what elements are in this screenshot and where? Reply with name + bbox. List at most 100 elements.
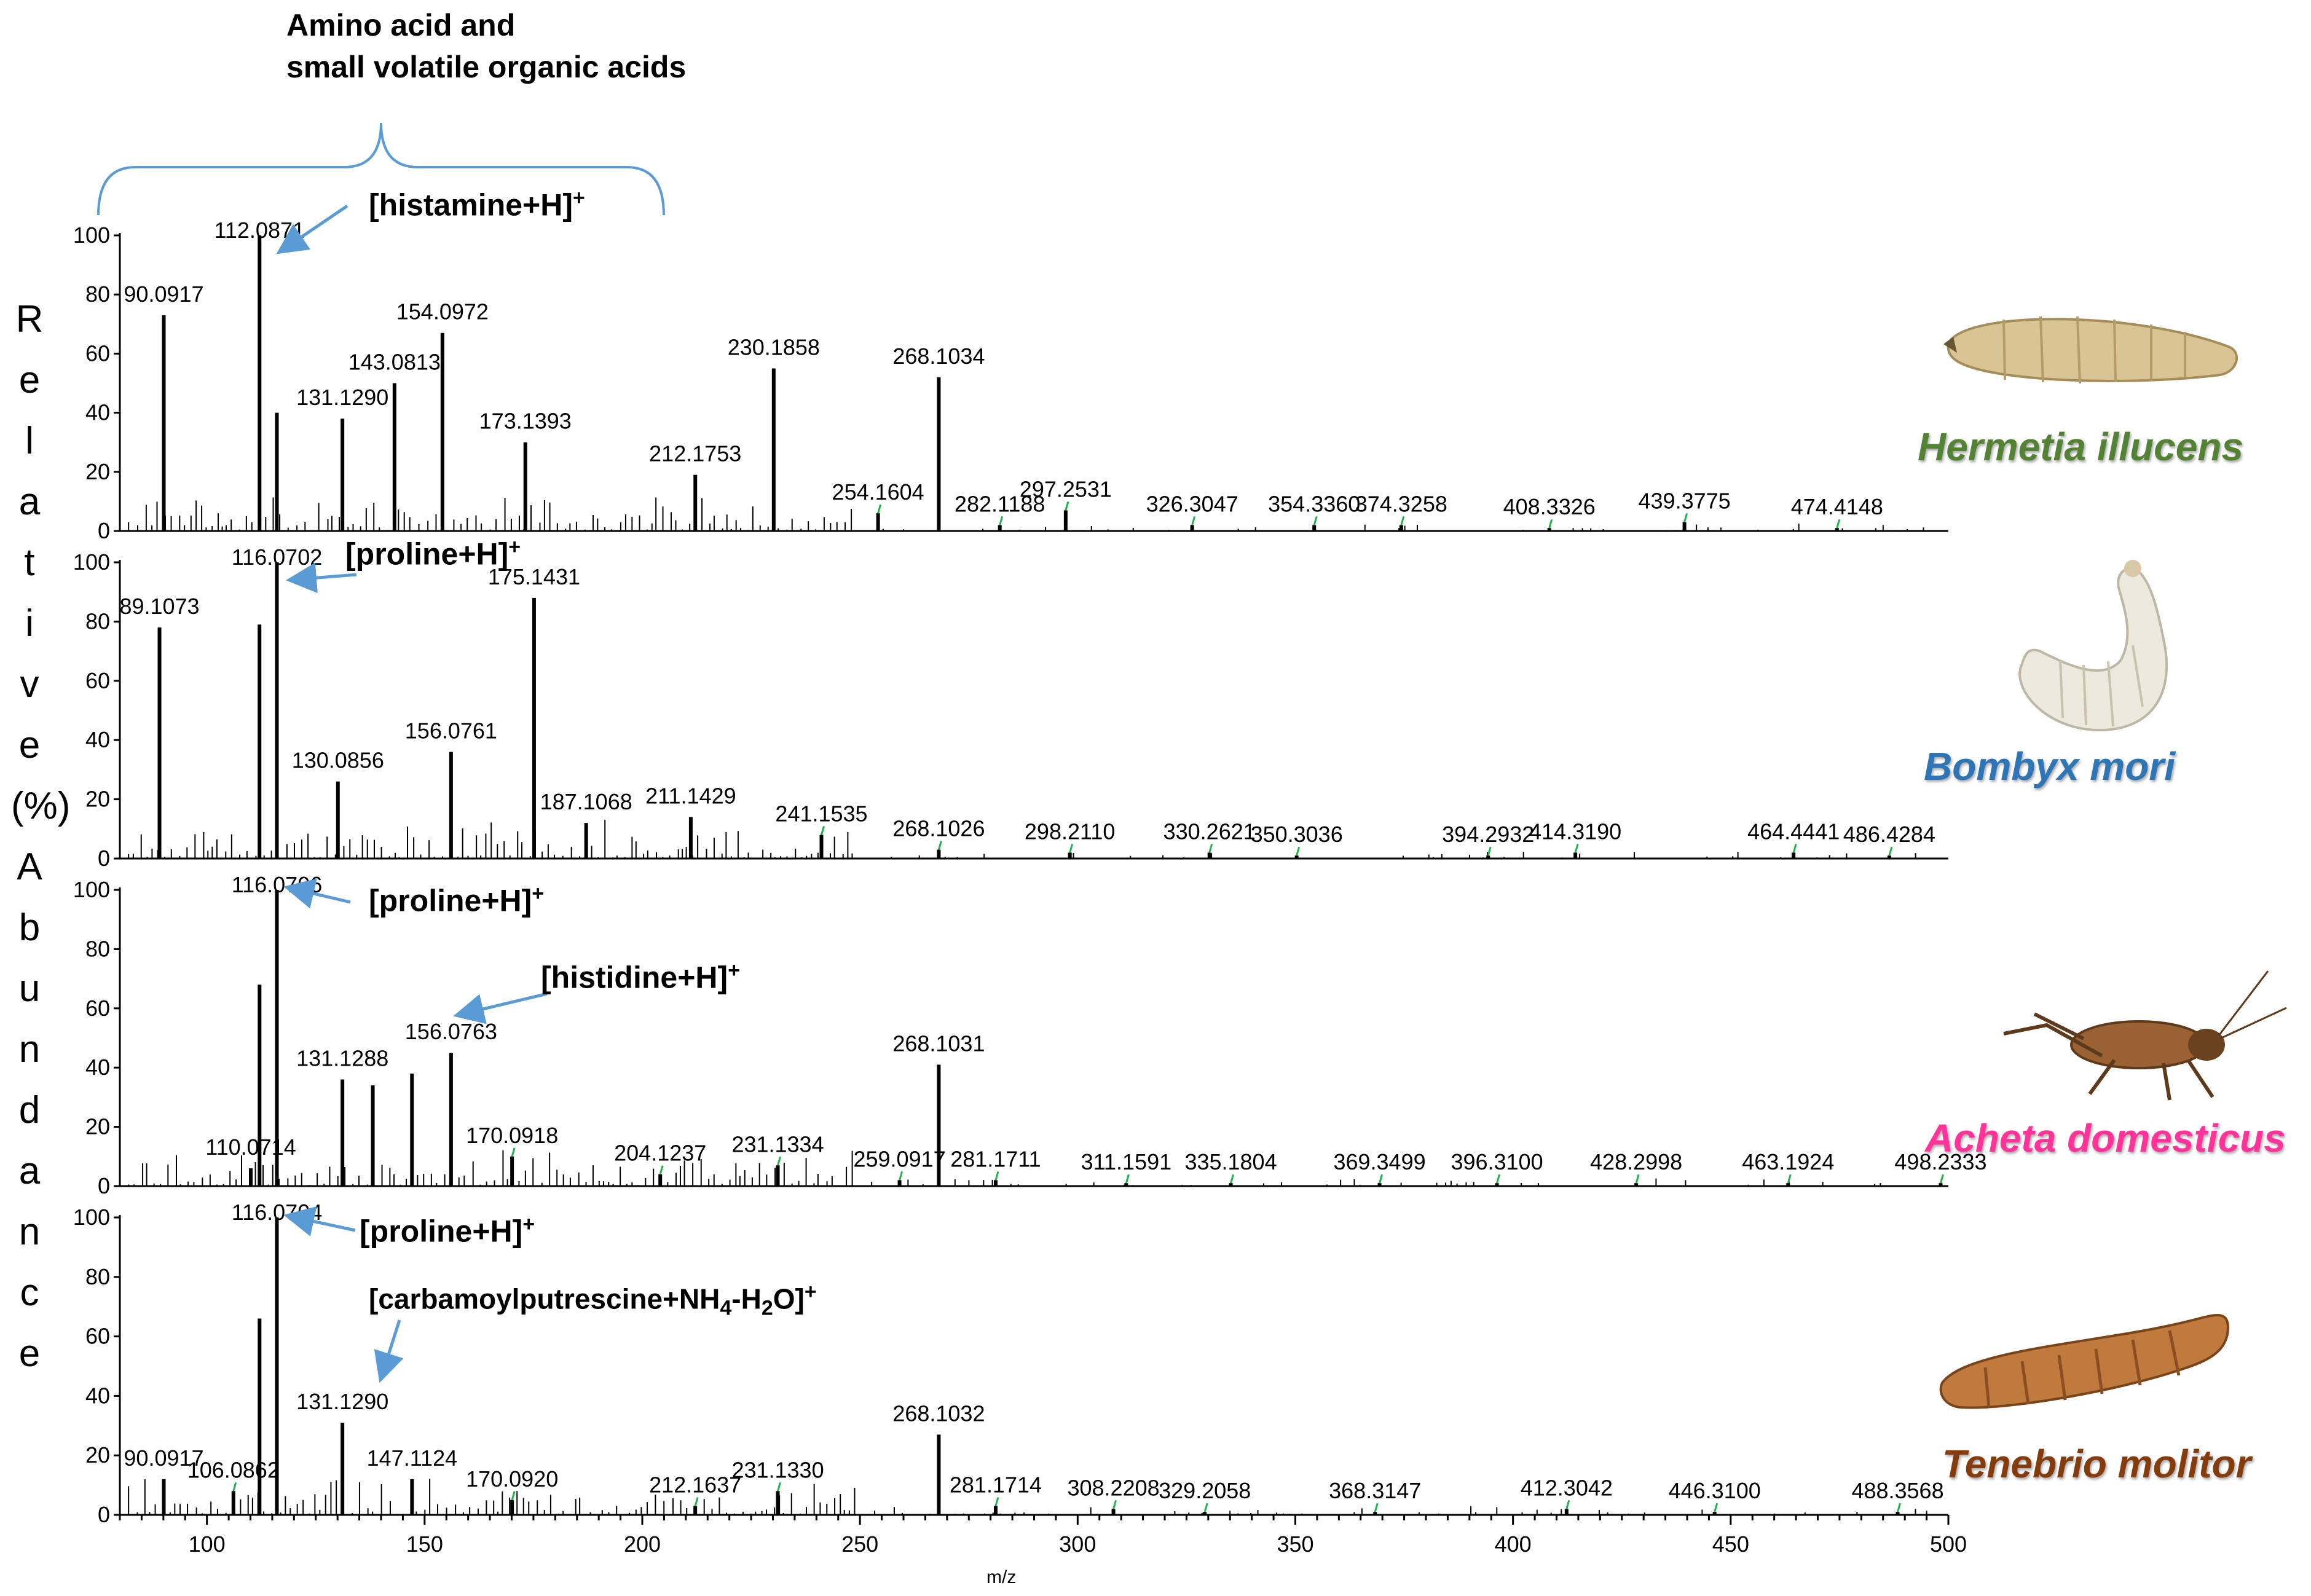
x-tick-label: 350 bbox=[1277, 1531, 1313, 1557]
x-tick-label: 200 bbox=[624, 1531, 661, 1557]
x-tick-label: 150 bbox=[406, 1531, 443, 1557]
ylab-char: n bbox=[18, 1211, 41, 1253]
y-tick-label: 20 bbox=[85, 459, 110, 484]
label-leader bbox=[511, 1147, 516, 1157]
peak-label: 464.4441 bbox=[1747, 819, 1840, 844]
label-leader bbox=[899, 1171, 904, 1181]
y-tick-label: 60 bbox=[85, 340, 110, 366]
peak-label: 281.1711 bbox=[950, 1146, 1041, 1171]
peak-label: 154.0972 bbox=[396, 299, 489, 324]
label-leader bbox=[659, 1165, 664, 1175]
label-leader bbox=[1683, 513, 1688, 522]
ylab-char: R bbox=[15, 298, 44, 340]
peak-label: 187.1068 bbox=[540, 789, 632, 814]
label-leader bbox=[1112, 1500, 1117, 1509]
label-leader bbox=[777, 1156, 781, 1166]
peak-label: 298.2110 bbox=[1025, 819, 1115, 844]
label-leader bbox=[994, 1171, 999, 1181]
y-tick-label: 0 bbox=[98, 846, 110, 871]
label-leader bbox=[1400, 516, 1405, 525]
y-tick-label: 0 bbox=[98, 1173, 110, 1198]
ylab-char: d bbox=[18, 1089, 41, 1131]
label-leader bbox=[1792, 843, 1797, 853]
label-leader bbox=[1496, 1174, 1500, 1184]
peak-label: 268.1032 bbox=[892, 1401, 985, 1426]
hermetia-larva-image bbox=[1943, 316, 2238, 384]
peak-label: 106.0862 bbox=[187, 1457, 280, 1482]
peak-label: 268.1026 bbox=[892, 816, 985, 841]
peak-label: 281.1714 bbox=[950, 1472, 1042, 1497]
label-leader bbox=[694, 1497, 699, 1506]
spectrum-panel-3: 02040608010090.0917106.0862116.0704131.1… bbox=[73, 1200, 1967, 1557]
label-leader bbox=[1065, 501, 1069, 511]
label-leader bbox=[1208, 843, 1213, 853]
ylab-char: a bbox=[18, 1150, 41, 1192]
histidine-annotation: [histidine+H]+ bbox=[541, 959, 741, 995]
label-leader bbox=[1565, 1500, 1570, 1509]
label-leader bbox=[1787, 1174, 1792, 1184]
ylab-char: n bbox=[18, 1028, 41, 1071]
peak-label: 131.1290 bbox=[296, 385, 388, 410]
peak-label: 231.1334 bbox=[731, 1131, 824, 1157]
y-tick-label: 40 bbox=[85, 1383, 110, 1408]
y-tick-label: 80 bbox=[85, 608, 110, 634]
x-tick-label: 500 bbox=[1930, 1531, 1967, 1557]
peak-label: 282.1188 bbox=[955, 491, 1045, 516]
peak-label: 173.1393 bbox=[479, 409, 572, 434]
peak-label: 474.4148 bbox=[1791, 494, 1883, 519]
ylab-char: i bbox=[25, 602, 34, 645]
peak-label: 335.1804 bbox=[1184, 1149, 1277, 1174]
label-leader bbox=[1374, 1503, 1379, 1512]
peak-label: 211.1429 bbox=[645, 784, 736, 809]
ylab-char: t bbox=[24, 541, 35, 584]
histamine-arrow bbox=[276, 204, 348, 254]
proline-annotation-1: [proline+H]+ bbox=[345, 535, 521, 572]
peak-label: 329.2058 bbox=[1159, 1478, 1251, 1503]
ylab-char: e bbox=[18, 724, 41, 766]
label-leader bbox=[1574, 843, 1579, 853]
label-leader bbox=[1888, 846, 1893, 856]
peak-label: 89.1073 bbox=[119, 594, 199, 619]
acheta-cricket-image bbox=[2003, 970, 2287, 1101]
peak-label: 396.3100 bbox=[1451, 1149, 1543, 1174]
peak-label: 170.0918 bbox=[466, 1123, 558, 1148]
ylab-char: u bbox=[18, 967, 41, 1010]
proline-annotation-2: [proline+H]+ bbox=[369, 882, 545, 918]
y-tick-label: 100 bbox=[73, 549, 110, 575]
peak-label: 297.2531 bbox=[1020, 476, 1112, 501]
peak-label: 446.3100 bbox=[1669, 1478, 1761, 1503]
label-leader bbox=[232, 1482, 237, 1492]
peak-label: 354.3360 bbox=[1268, 491, 1360, 516]
y-tick-label: 40 bbox=[85, 400, 110, 425]
peak-label: 254.1604 bbox=[832, 479, 924, 505]
ylab-char: (%) bbox=[11, 785, 71, 827]
label-leader bbox=[1230, 1174, 1234, 1184]
top-note-line2: small volatile organic acids bbox=[286, 49, 687, 84]
label-leader bbox=[821, 826, 825, 835]
y-tick-label: 20 bbox=[85, 787, 110, 812]
y-tick-label: 0 bbox=[98, 518, 110, 543]
label-leader bbox=[1548, 519, 1553, 529]
y-tick-label: 100 bbox=[73, 1205, 110, 1230]
y-tick-label: 80 bbox=[85, 281, 110, 307]
peak-label: 204.1237 bbox=[614, 1141, 706, 1166]
peak-label: 131.1288 bbox=[296, 1045, 388, 1071]
label-leader bbox=[1487, 846, 1492, 856]
label-leader bbox=[1836, 519, 1841, 529]
peak-label: 330.2621 bbox=[1163, 819, 1256, 844]
label-leader bbox=[1940, 1174, 1944, 1184]
y-tick-label: 20 bbox=[85, 1114, 110, 1139]
tenebrio-larva-image bbox=[1939, 1314, 2230, 1409]
ylab-char: e bbox=[18, 1332, 41, 1375]
peak-label: 374.3258 bbox=[1355, 491, 1447, 516]
peak-label: 394.2932 bbox=[1442, 822, 1534, 847]
label-leader bbox=[1714, 1503, 1718, 1512]
peak-label: 230.1858 bbox=[728, 334, 820, 360]
carbamoylputrescine-annotation: [carbamoylputrescine+NH4-H2O]+ bbox=[369, 1280, 817, 1320]
peak-label: 110.0714 bbox=[205, 1134, 296, 1160]
label-leader bbox=[937, 841, 942, 850]
peak-label: 131.1290 bbox=[296, 1389, 388, 1414]
peak-label: 147.1124 bbox=[367, 1445, 457, 1471]
y-tick-label: 0 bbox=[98, 1502, 110, 1527]
peak-label: 308.2208 bbox=[1067, 1475, 1159, 1500]
